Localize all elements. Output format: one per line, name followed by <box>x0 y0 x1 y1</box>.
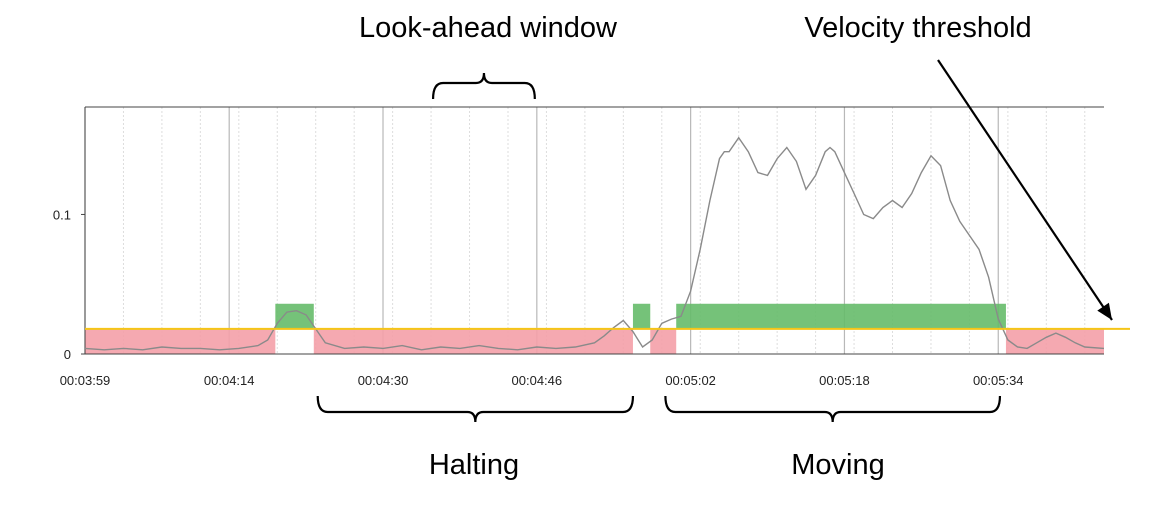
x-tick-label: 00:03:59 <box>60 373 111 388</box>
moving-brace <box>664 395 1002 423</box>
threshold-arrowhead <box>1097 302 1112 320</box>
annotations: Look-ahead window Velocity threshold Hal… <box>316 12 1113 481</box>
look-ahead-brace <box>431 72 536 100</box>
moving-band <box>676 303 1006 329</box>
plot-frame <box>84 106 1104 355</box>
x-tick-label: 00:05:18 <box>819 373 870 388</box>
moving-label: Moving <box>791 449 885 481</box>
halting-band <box>313 328 633 354</box>
x-tick-label: 00:05:02 <box>665 373 716 388</box>
x-tick-label: 00:05:34 <box>973 373 1024 388</box>
halting-brace <box>316 395 635 423</box>
axis-ticks: 00:03:59 00:04:14 00:04:30 00:04:46 00:05:02… <box>53 207 1024 388</box>
moving-band <box>632 303 651 329</box>
threshold-arrow <box>937 59 1113 321</box>
x-tick-label: 00:04:14 <box>204 373 255 388</box>
halting-label: Halting <box>429 449 519 481</box>
x-tick-label: 00:04:46 <box>512 373 563 388</box>
y-tick-label: 0.1 <box>53 207 71 222</box>
look-ahead-label: Look-ahead window <box>359 12 618 44</box>
halting-band <box>650 328 677 354</box>
x-tick-label: 00:04:30 <box>358 373 409 388</box>
y-tick-label: 0 <box>64 347 71 362</box>
velocity-threshold-label: Velocity threshold <box>804 12 1031 44</box>
halting-band <box>1005 328 1104 354</box>
velocity-line <box>84 136 1105 351</box>
halting-band <box>85 328 276 354</box>
state-bands <box>85 303 1104 354</box>
moving-band <box>275 303 314 329</box>
